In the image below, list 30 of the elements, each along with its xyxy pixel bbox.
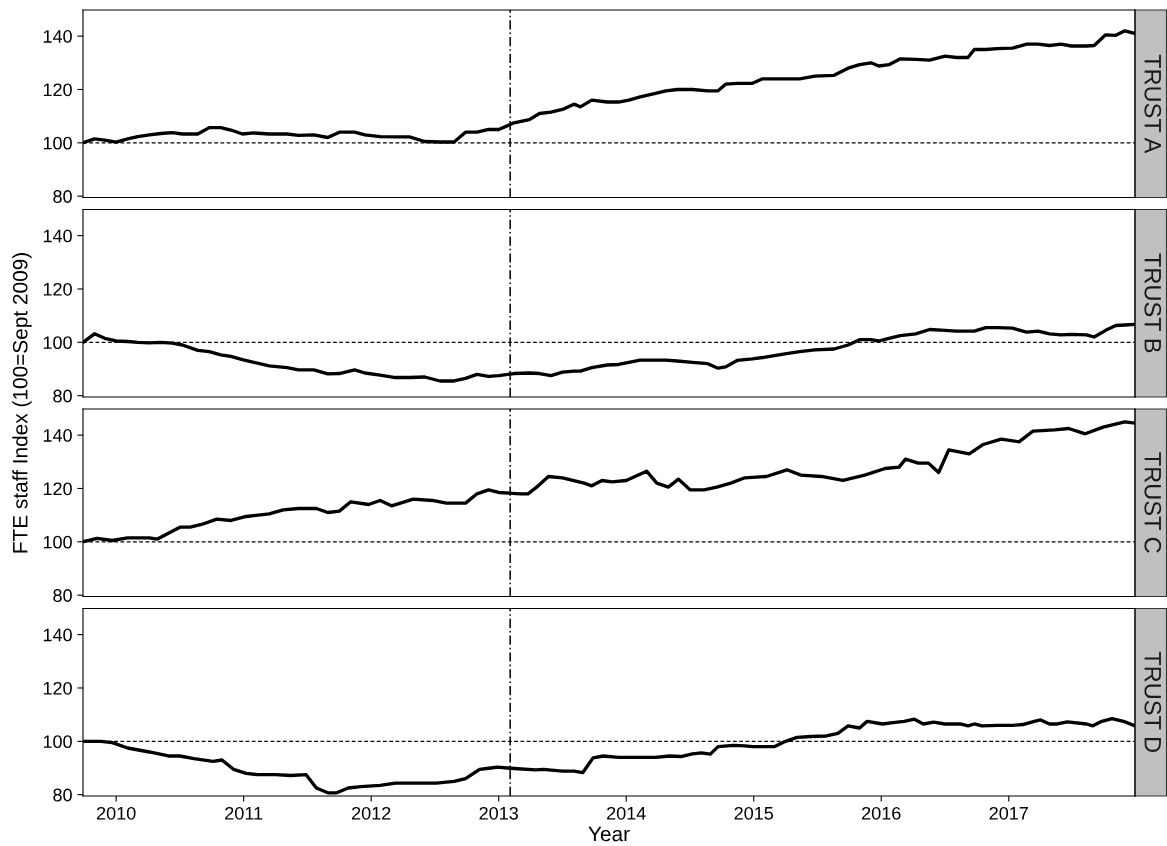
x-tick-label: 2016 <box>862 806 901 820</box>
x-tick-label: 2015 <box>734 806 774 820</box>
y-tick-label: 120 <box>43 282 72 296</box>
x-tick-label: 2010 <box>96 806 136 820</box>
text: TRUST A <box>1144 54 1162 154</box>
x-tick-label: 2011 <box>225 806 263 820</box>
y-tick-label: 120 <box>43 83 72 97</box>
y-tick-label: 120 <box>43 681 72 695</box>
x-tick-label: 2014 <box>607 806 646 820</box>
y-tick-label: 100 <box>43 136 72 150</box>
y-tick-label: 120 <box>43 482 72 496</box>
x-tick-label: 2013 <box>479 806 518 820</box>
y-tick-label: 80 <box>53 389 72 403</box>
y-tick-label: 140 <box>43 628 72 642</box>
y-tick-label: 140 <box>43 429 72 442</box>
y-tick-label: 80 <box>53 589 72 602</box>
x-axis-title: Year <box>588 826 630 842</box>
text: TRUST C <box>1144 452 1162 553</box>
y-tick-label: 100 <box>43 735 72 749</box>
y-tick-label: 80 <box>53 788 72 802</box>
x-tick-label: 2012 <box>352 806 391 820</box>
x-tick-label: 2017 <box>989 806 1028 820</box>
y-tick-label: 140 <box>43 229 72 243</box>
y-tick-label: 80 <box>53 190 72 203</box>
y-tick-label: 100 <box>43 336 72 350</box>
text: TRUST B <box>1144 253 1162 353</box>
y-tick-label: 100 <box>43 535 72 549</box>
y-axis-title: FTE staff Index (100=Sept 2009) <box>12 253 32 553</box>
text: TRUST D <box>1144 651 1162 753</box>
y-tick-label: 140 <box>43 30 72 43</box>
